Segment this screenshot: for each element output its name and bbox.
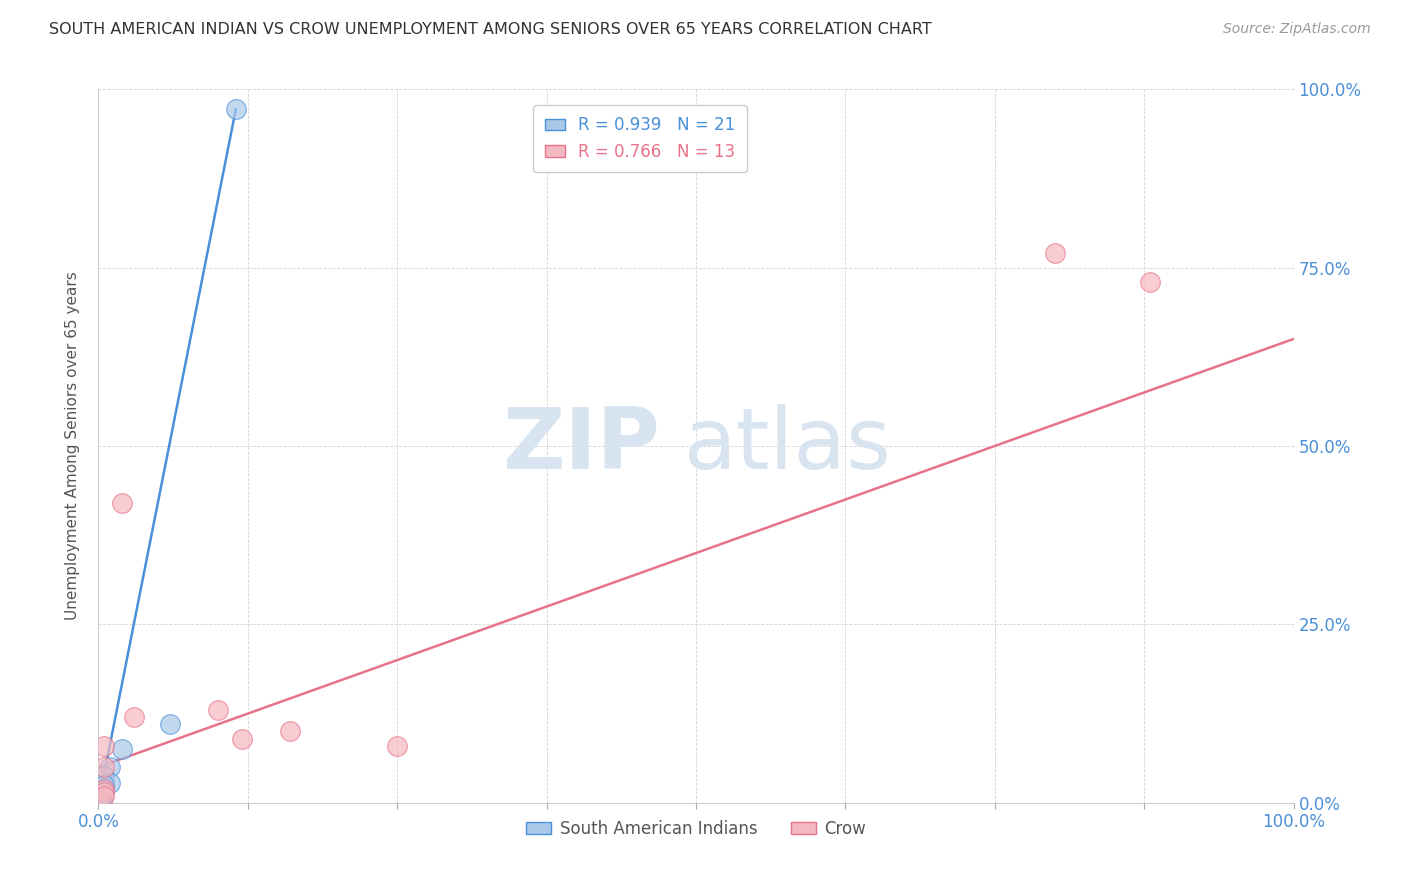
Point <box>159 717 181 731</box>
Legend: South American Indians, Crow: South American Indians, Crow <box>520 814 872 845</box>
Point <box>91 793 114 807</box>
Point <box>93 760 115 774</box>
Point <box>1043 246 1066 260</box>
Point <box>93 769 115 783</box>
Point <box>87 796 110 810</box>
Point <box>231 731 253 746</box>
Text: SOUTH AMERICAN INDIAN VS CROW UNEMPLOYMENT AMONG SENIORS OVER 65 YEARS CORRELATI: SOUTH AMERICAN INDIAN VS CROW UNEMPLOYME… <box>49 22 932 37</box>
Point <box>90 794 112 808</box>
Point <box>90 794 112 808</box>
Point <box>98 760 122 774</box>
Point <box>91 790 114 805</box>
Point <box>89 796 111 810</box>
Y-axis label: Unemployment Among Seniors over 65 years: Unemployment Among Seniors over 65 years <box>65 272 80 620</box>
Point <box>98 776 122 790</box>
Point <box>385 739 409 753</box>
Point <box>93 778 115 792</box>
Point <box>124 710 146 724</box>
Point <box>1139 275 1161 289</box>
Point <box>89 795 111 809</box>
Point <box>93 789 115 803</box>
Point <box>93 781 115 796</box>
Point <box>89 795 111 809</box>
Point <box>89 796 111 810</box>
Point <box>93 739 115 753</box>
Point <box>111 496 134 510</box>
Point <box>91 789 114 803</box>
Point <box>278 724 301 739</box>
Point <box>91 792 114 806</box>
Point <box>225 102 247 116</box>
Point <box>111 742 134 756</box>
Point <box>93 783 115 797</box>
Text: atlas: atlas <box>685 404 891 488</box>
Point <box>87 796 110 810</box>
Point <box>207 703 229 717</box>
Text: Source: ZipAtlas.com: Source: ZipAtlas.com <box>1223 22 1371 37</box>
Point <box>90 794 112 808</box>
Text: ZIP: ZIP <box>502 404 661 488</box>
Point <box>93 785 115 799</box>
